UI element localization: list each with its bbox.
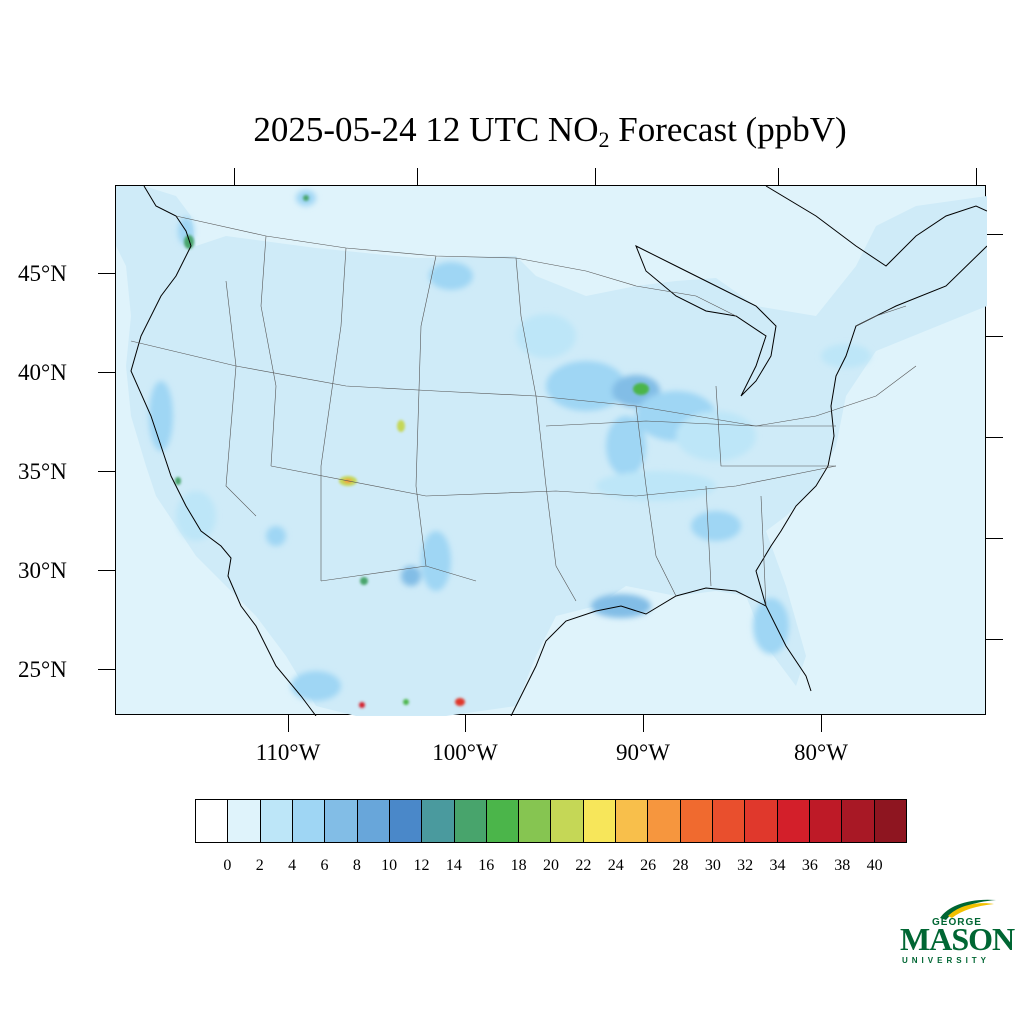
gmu-logo: GEORGE MASON UNIVERSITY xyxy=(898,896,1015,968)
colorbar-cell xyxy=(874,800,906,842)
title-subscript: 2 xyxy=(598,127,610,152)
colorbar-label: 32 xyxy=(737,857,754,874)
colorbar-cell xyxy=(357,800,390,842)
colorbar-label: 22 xyxy=(575,857,592,874)
lat-label-25: 25°N xyxy=(18,657,67,682)
colorbar-cell xyxy=(292,800,326,842)
swoosh-icon xyxy=(940,899,996,920)
lat-label-30: 30°N xyxy=(18,558,67,583)
colorbar-label: 26 xyxy=(640,857,657,874)
colorbar-cell xyxy=(583,800,617,842)
colorbar-label: 20 xyxy=(543,857,559,874)
colorbar-cell xyxy=(745,800,778,842)
colorbar-cell xyxy=(713,800,746,842)
colorbar-cell xyxy=(486,800,520,842)
colorbar-cell xyxy=(809,800,843,842)
top-tick xyxy=(417,168,418,185)
colorbar-cell xyxy=(616,800,649,842)
colorbar-label: 10 xyxy=(381,857,398,874)
plot-title: 2025-05-24 12 UTC NO2 Forecast (ppbV) xyxy=(0,110,1024,152)
colorbar-cell xyxy=(228,800,261,842)
top-tick xyxy=(234,168,235,185)
bottom-tick xyxy=(288,715,289,732)
colorbar-label: 16 xyxy=(478,857,495,874)
colorbar-cell xyxy=(389,800,423,842)
colorbar-label: 40 xyxy=(866,857,883,874)
colorbar-cell xyxy=(422,800,455,842)
colorbar-label: 6 xyxy=(320,857,329,874)
left-tick xyxy=(98,471,115,472)
colorbar-label: 12 xyxy=(413,857,430,874)
colorbar-label: 8 xyxy=(352,857,361,874)
right-tick xyxy=(986,234,1003,235)
top-tick xyxy=(595,168,596,185)
bottom-tick xyxy=(465,715,466,732)
top-tick xyxy=(778,168,779,185)
lon-label-110: 110°W xyxy=(255,740,321,765)
left-tick xyxy=(98,372,115,373)
logo-line3: UNIVERSITY xyxy=(902,956,991,965)
colorbar-label: 0 xyxy=(223,857,232,874)
colorbar-label: 34 xyxy=(769,857,786,874)
colorbar-label: 24 xyxy=(607,857,624,874)
colorbar-cell xyxy=(680,800,713,842)
state-borders xyxy=(130,215,917,607)
lat-label-40: 40°N xyxy=(18,360,67,385)
colorbar-cell xyxy=(519,800,552,842)
lon-label-100: 100°W xyxy=(432,740,498,765)
no2-hotspots xyxy=(175,195,649,708)
left-tick xyxy=(98,669,115,670)
colorbar-label: 18 xyxy=(510,857,527,874)
top-tick xyxy=(976,168,977,185)
left-tick xyxy=(98,570,115,571)
lat-label-45: 45°N xyxy=(18,261,67,286)
colorbar xyxy=(195,799,907,843)
lat-label-35: 35°N xyxy=(18,459,67,484)
colorbar-label: 30 xyxy=(704,857,721,874)
forecast-map xyxy=(115,185,987,716)
land-area xyxy=(116,186,987,716)
colorbar-label: 2 xyxy=(255,857,264,874)
title-text: 2025-05-24 12 UTC NO xyxy=(253,110,599,149)
colorbar-label: 36 xyxy=(801,857,818,874)
bottom-tick xyxy=(643,715,644,732)
logo-line1: GEORGE xyxy=(932,917,982,928)
logo-line2: MASON xyxy=(900,921,1015,957)
right-tick xyxy=(986,639,1003,640)
colorbar-cell xyxy=(842,800,875,842)
map-canvas xyxy=(116,186,987,716)
right-tick xyxy=(986,437,1003,438)
colorbar-label: 4 xyxy=(288,857,297,874)
colorbar-cell xyxy=(260,800,293,842)
colorbar-cell xyxy=(648,800,681,842)
colorbar-label: 14 xyxy=(445,857,462,874)
colorbar-cell xyxy=(196,800,229,842)
colorbar-label: 28 xyxy=(672,857,689,874)
right-tick xyxy=(986,538,1003,539)
lon-label-80: 80°W xyxy=(794,740,848,765)
colorbar-cell xyxy=(454,800,487,842)
left-tick xyxy=(98,273,115,274)
colorbar-cell xyxy=(325,800,358,842)
bottom-tick xyxy=(821,715,822,732)
colorbar-cell xyxy=(777,800,810,842)
right-tick xyxy=(986,336,1003,337)
colorbar-label: 38 xyxy=(834,857,851,874)
colorbar-cell xyxy=(551,800,584,842)
title-units: Forecast (ppbV) xyxy=(609,110,847,149)
lon-label-90: 90°W xyxy=(616,740,670,765)
